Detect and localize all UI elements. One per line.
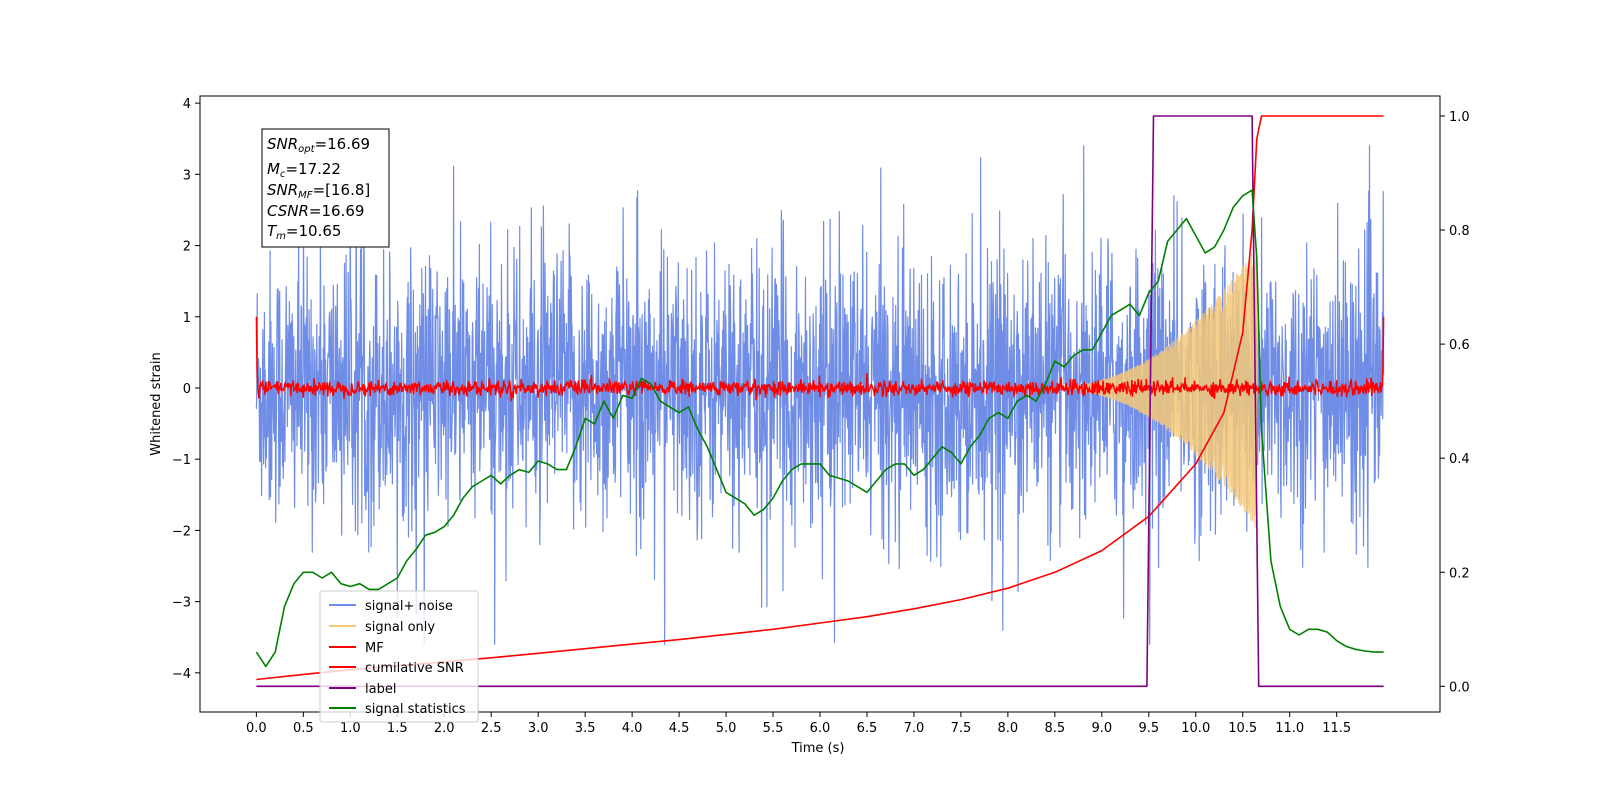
snr-mf-sub: MF <box>298 190 313 201</box>
x-tick-label: 6.5 <box>857 721 878 736</box>
snr-opt-value: =16.69 <box>315 135 371 153</box>
stats-annotation: SNRopt=16.69 Mc=17.22 SNRMF=[16.8] CSNR=… <box>261 128 390 248</box>
y2-tick-label: 0.4 <box>1449 452 1470 467</box>
x-axis-ticks: 0.0 0.5 1.0 1.5 2.0 2.5 3.0 3.5 4.0 4.5 5.0 5.5 6.0 6… <box>246 712 1351 736</box>
y2-tick-label: 0.2 <box>1449 566 1470 581</box>
y-tick-label: 1 <box>183 311 191 326</box>
y-tick-label: −2 <box>172 524 191 539</box>
x-tick-label: 8.0 <box>998 721 1019 736</box>
y-axis-ticks: 4 3 2 1 0 −1 −2 −3 −4 <box>172 97 200 682</box>
x-tick-label: 11.5 <box>1322 721 1351 736</box>
legend-label-signal-only: signal only <box>365 620 435 635</box>
x-axis-label: Time (s) <box>791 741 845 756</box>
tm-sub: m <box>276 231 286 242</box>
x-tick-label: 2.5 <box>481 721 502 736</box>
x-tick-label: 3.0 <box>528 721 549 736</box>
legend-label-mf: MF <box>365 641 384 656</box>
x-tick-label: 5.0 <box>716 721 737 736</box>
tm-prefix: T <box>267 222 278 240</box>
y-tick-label: 4 <box>183 97 191 112</box>
x-tick-label: 1.5 <box>387 721 408 736</box>
y2-tick-label: 0.8 <box>1449 224 1470 239</box>
x-tick-label: 0.0 <box>246 721 267 736</box>
y2-tick-label: 1.0 <box>1449 110 1470 125</box>
y-tick-label: −3 <box>172 596 191 611</box>
snr-mf-prefix: SNR <box>267 181 298 199</box>
svg-text:SNRopt=16.69: SNRopt=16.69 <box>267 135 370 155</box>
y2-tick-label: 0.6 <box>1449 338 1470 353</box>
x-tick-label: 5.5 <box>763 721 784 736</box>
x-tick-label: 10.0 <box>1181 721 1210 736</box>
y2-axis-ticks: 1.0 0.8 0.6 0.4 0.2 0.0 <box>1440 110 1470 695</box>
legend-label-cumulative-snr: cumilative SNR <box>365 661 464 676</box>
x-tick-label: 6.0 <box>810 721 831 736</box>
snr-opt-sub: opt <box>298 144 315 155</box>
tm-value: =10.65 <box>286 222 342 240</box>
x-tick-label: 9.0 <box>1091 721 1112 736</box>
legend: signal+ noise signal only MF cumilative … <box>319 590 479 723</box>
y-tick-label: 0 <box>183 382 191 397</box>
x-tick-label: 2.0 <box>434 721 455 736</box>
x-tick-label: 8.5 <box>1045 721 1066 736</box>
y-tick-label: −4 <box>172 667 191 682</box>
series-mf <box>255 316 1385 402</box>
x-tick-label: 10.5 <box>1228 721 1257 736</box>
snr-mf-value: =[16.8] <box>313 181 371 199</box>
legend-label-signal-statistics: signal statistics <box>365 702 466 717</box>
y2-tick-label: 0.0 <box>1449 680 1470 695</box>
mc-prefix: M <box>267 160 280 178</box>
svg-text:Tm=10.65: Tm=10.65 <box>267 222 341 242</box>
csnr-prefix: CSNR <box>267 202 309 220</box>
csnr-value: =16.69 <box>309 202 365 220</box>
x-tick-label: 4.0 <box>622 721 643 736</box>
y-axis-label: Whitened strain <box>149 352 164 455</box>
snr-opt-prefix: SNR <box>267 135 298 153</box>
mc-value: =17.22 <box>285 160 341 178</box>
x-tick-label: 0.5 <box>293 721 314 736</box>
svg-text:Mc=17.22: Mc=17.22 <box>267 160 341 180</box>
x-tick-label: 1.0 <box>340 721 361 736</box>
y-tick-label: −1 <box>172 453 191 468</box>
series-signal-statistics <box>255 189 1384 668</box>
x-tick-label: 9.5 <box>1138 721 1159 736</box>
y-tick-label: 2 <box>183 240 191 255</box>
legend-label-signal-noise: signal+ noise <box>365 599 453 614</box>
x-tick-label: 4.5 <box>669 721 690 736</box>
x-tick-label: 3.5 <box>575 721 596 736</box>
x-tick-label: 11.0 <box>1275 721 1304 736</box>
legend-label-label: label <box>365 682 396 697</box>
svg-text:CSNR=16.69: CSNR=16.69 <box>267 202 364 220</box>
x-tick-label: 7.5 <box>951 721 972 736</box>
series-label <box>256 115 1384 688</box>
x-tick-label: 7.0 <box>904 721 925 736</box>
y-tick-label: 3 <box>183 168 191 183</box>
svg-text:SNRMF=[16.8]: SNRMF=[16.8] <box>267 181 370 201</box>
mc-sub: c <box>280 169 286 180</box>
